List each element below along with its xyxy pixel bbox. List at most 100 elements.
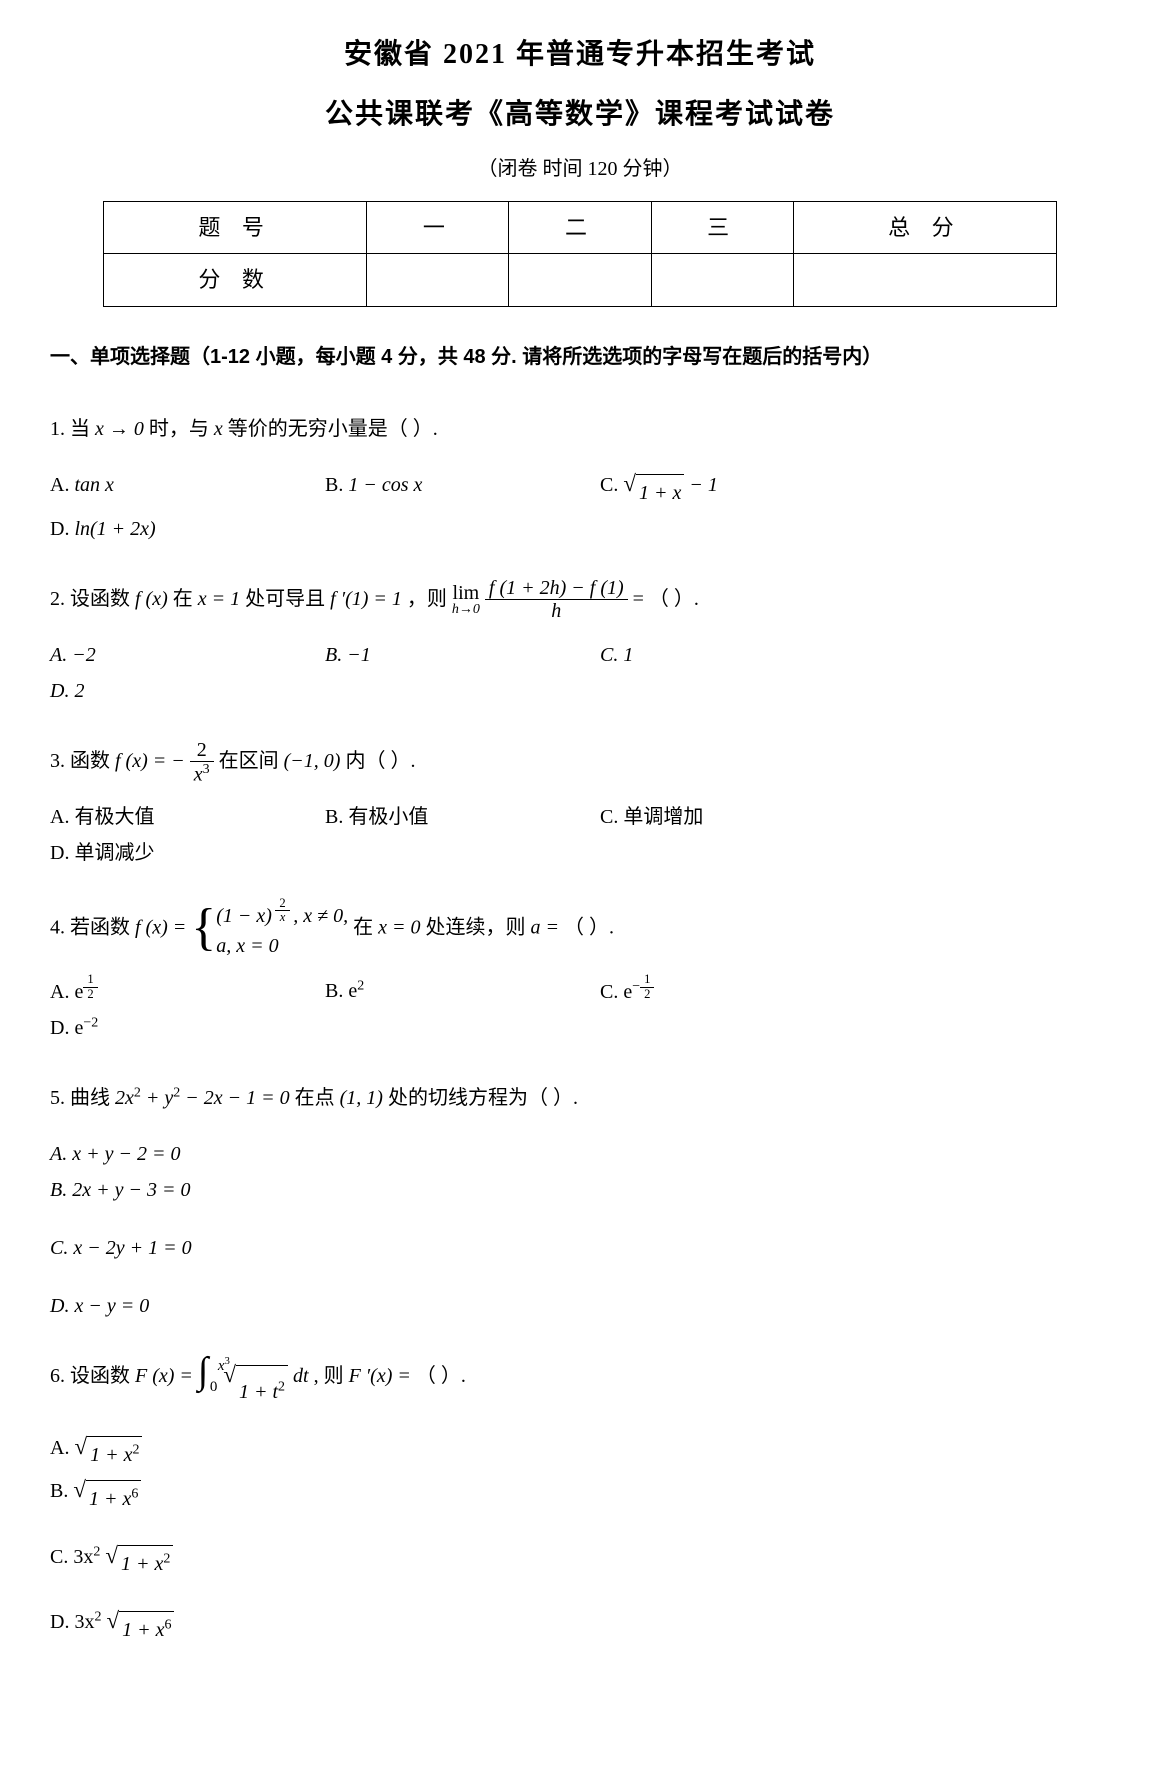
q1-stem-c: 等价的无穷小量是（ ）.	[228, 418, 438, 440]
q2-option-c: C. 1	[600, 637, 875, 673]
q3-options: A. 有极大值 B. 有极小值 C. 单调增加 D. 单调减少	[50, 799, 1110, 871]
numerator: 2	[190, 739, 214, 762]
radicand: 1 + x6	[119, 1611, 174, 1648]
q6-option-a: A. √1 + x2	[50, 1430, 590, 1474]
score-col-2: 二	[509, 201, 651, 254]
radicand: 1 + x	[636, 474, 684, 511]
q1-options: A. tan x B. 1 − cos x C. √1 + x − 1 D. l…	[50, 467, 1110, 547]
radicand: 1 + x6	[86, 1480, 141, 1517]
q4-option-d: D. e−2	[50, 1010, 325, 1046]
q6-Fpx: F ′(x) =	[349, 1365, 411, 1387]
piece-row-2: a, x = 0	[216, 931, 348, 961]
q2-e: = （ ）.	[633, 588, 699, 610]
radicand: 1 + x2	[87, 1436, 142, 1473]
piece-row-1: (1 − x) 2 x , x ≠ 0,	[216, 897, 348, 931]
opt-pre: C. e	[600, 981, 632, 1003]
q4-d: （ ）.	[564, 916, 614, 938]
score-cell	[509, 254, 651, 307]
opt-pre: A. e	[50, 981, 83, 1003]
q3-option-c: C. 单调增加	[600, 799, 875, 835]
rad-sup: 6	[131, 1486, 138, 1501]
q4-option-a: A. e12	[50, 973, 325, 1010]
q3-fx: f (x) = −	[115, 750, 185, 772]
q5-eq: 2x2 + y2 − 2x − 1 = 0	[115, 1087, 295, 1109]
question-4: 4. 若函数 f (x) = { (1 − x) 2 x , x ≠ 0, a,…	[50, 897, 1110, 961]
q6-a: 6. 设函数	[50, 1365, 135, 1387]
int-upper: x3	[218, 1347, 230, 1386]
table-row: 题 号 一 二 三 总 分	[104, 201, 1057, 254]
exp-frac: 2 x	[275, 897, 289, 926]
q2-option-b: B. −1	[325, 637, 600, 673]
integral: ∫ x3 0	[198, 1351, 208, 1403]
q2-d: ，则	[407, 588, 452, 610]
radicand: 1 + t2	[236, 1365, 288, 1418]
opt-pre: B.	[50, 1480, 73, 1502]
q6-c: （ ）.	[416, 1365, 466, 1387]
eq-part: 2x	[115, 1087, 134, 1109]
integral-icon: ∫	[198, 1350, 208, 1392]
q3-option-a: A. 有极大值	[50, 799, 325, 835]
q5-a: 5. 曲线	[50, 1087, 115, 1109]
rad-base: 1 + x	[122, 1619, 164, 1641]
q6-dt: dt	[293, 1365, 309, 1387]
q3-interval: (−1, 0)	[284, 750, 341, 772]
opt-label: B.	[325, 474, 348, 496]
question-5: 5. 曲线 2x2 + y2 − 2x − 1 = 0 在点 (1, 1) 处的…	[50, 1072, 1110, 1124]
q3-b: 在区间	[219, 750, 284, 772]
denominator: h	[485, 600, 628, 622]
question-1: 1. 当 x → 0 时，与 x 等价的无穷小量是（ ）.	[50, 403, 1110, 455]
question-6: 6. 设函数 F (x) = ∫ x3 0 √1 + t2 dt , 则 F ′…	[50, 1350, 1110, 1418]
opt-pre: B. e	[325, 980, 357, 1002]
exp-den: x	[275, 911, 289, 925]
opt-label: C.	[600, 474, 623, 496]
q6-option-c: C. 3x2 √1 + x2	[50, 1539, 590, 1583]
rad-sup: 2	[163, 1552, 170, 1567]
exp-frac: 12	[83, 973, 97, 1002]
eq-sup: 2	[134, 1085, 141, 1100]
den-base: x	[194, 763, 203, 785]
fraction: 2 x3	[190, 739, 214, 786]
section-1-heading: 一、单项选择题（1-12 小题，每小题 4 分，共 48 分. 请将所选选项的字…	[50, 337, 1110, 377]
q4-b: 在	[353, 916, 378, 938]
opt-pre: C. 3x	[50, 1546, 93, 1568]
q1-option-a: A. tan x	[50, 467, 325, 511]
exp-sign: −	[632, 979, 640, 994]
exp-den: 2	[640, 988, 654, 1002]
exam-subtitle: （闭卷 时间 120 分钟）	[50, 151, 1110, 187]
q2-x1: x = 1	[198, 588, 240, 610]
rad-sup: 2	[278, 1379, 285, 1394]
opt-math: 1 − cos x	[348, 474, 422, 496]
score-col-1: 一	[367, 201, 509, 254]
q2-fx: f (x)	[135, 588, 168, 610]
q5-options: A. x + y − 2 = 0 B. 2x + y − 3 = 0 C. x …	[50, 1136, 1110, 1324]
opt-math: tan x	[74, 474, 113, 496]
rad-sup: 6	[164, 1617, 171, 1632]
q2-option-d: D. 2	[50, 673, 325, 709]
rad-base: 1 + t	[239, 1381, 278, 1403]
score-cell	[367, 254, 509, 307]
q1-option-d: D. ln(1 + 2x)	[50, 511, 325, 547]
numerator: f (1 + 2h) − f (1)	[485, 577, 628, 600]
coef-sup: 2	[93, 1544, 100, 1559]
q5-option-a: A. x + y − 2 = 0	[50, 1136, 590, 1172]
denominator: x3	[190, 762, 214, 786]
rad-base: 1 + x	[89, 1488, 131, 1510]
score-header-label: 题 号	[104, 201, 367, 254]
q4-option-b: B. e2	[325, 973, 600, 1010]
sqrt: √1 + t2	[223, 1363, 288, 1418]
score-row-label: 分 数	[104, 254, 367, 307]
q3-c: 内（ ）.	[345, 750, 415, 772]
score-col-3: 三	[651, 201, 793, 254]
score-cell	[651, 254, 793, 307]
sqrt: √1 + x6	[106, 1609, 174, 1648]
q5-option-c: C. x − 2y + 1 = 0	[50, 1230, 590, 1266]
opt-label: D.	[50, 518, 74, 540]
q1-stem-b: 时，与	[149, 418, 214, 440]
exp-den: 2	[83, 988, 97, 1002]
q2-option-a: A. −2	[50, 637, 325, 673]
q2-options: A. −2 B. −1 C. 1 D. 2	[50, 637, 1110, 709]
question-3: 3. 函数 f (x) = − 2 x3 在区间 (−1, 0) 内（ ）.	[50, 735, 1110, 787]
piece-rows: (1 − x) 2 x , x ≠ 0, a, x = 0	[216, 897, 348, 961]
radicand: 1 + x2	[118, 1545, 173, 1582]
exp-frac: 12	[640, 973, 654, 1002]
